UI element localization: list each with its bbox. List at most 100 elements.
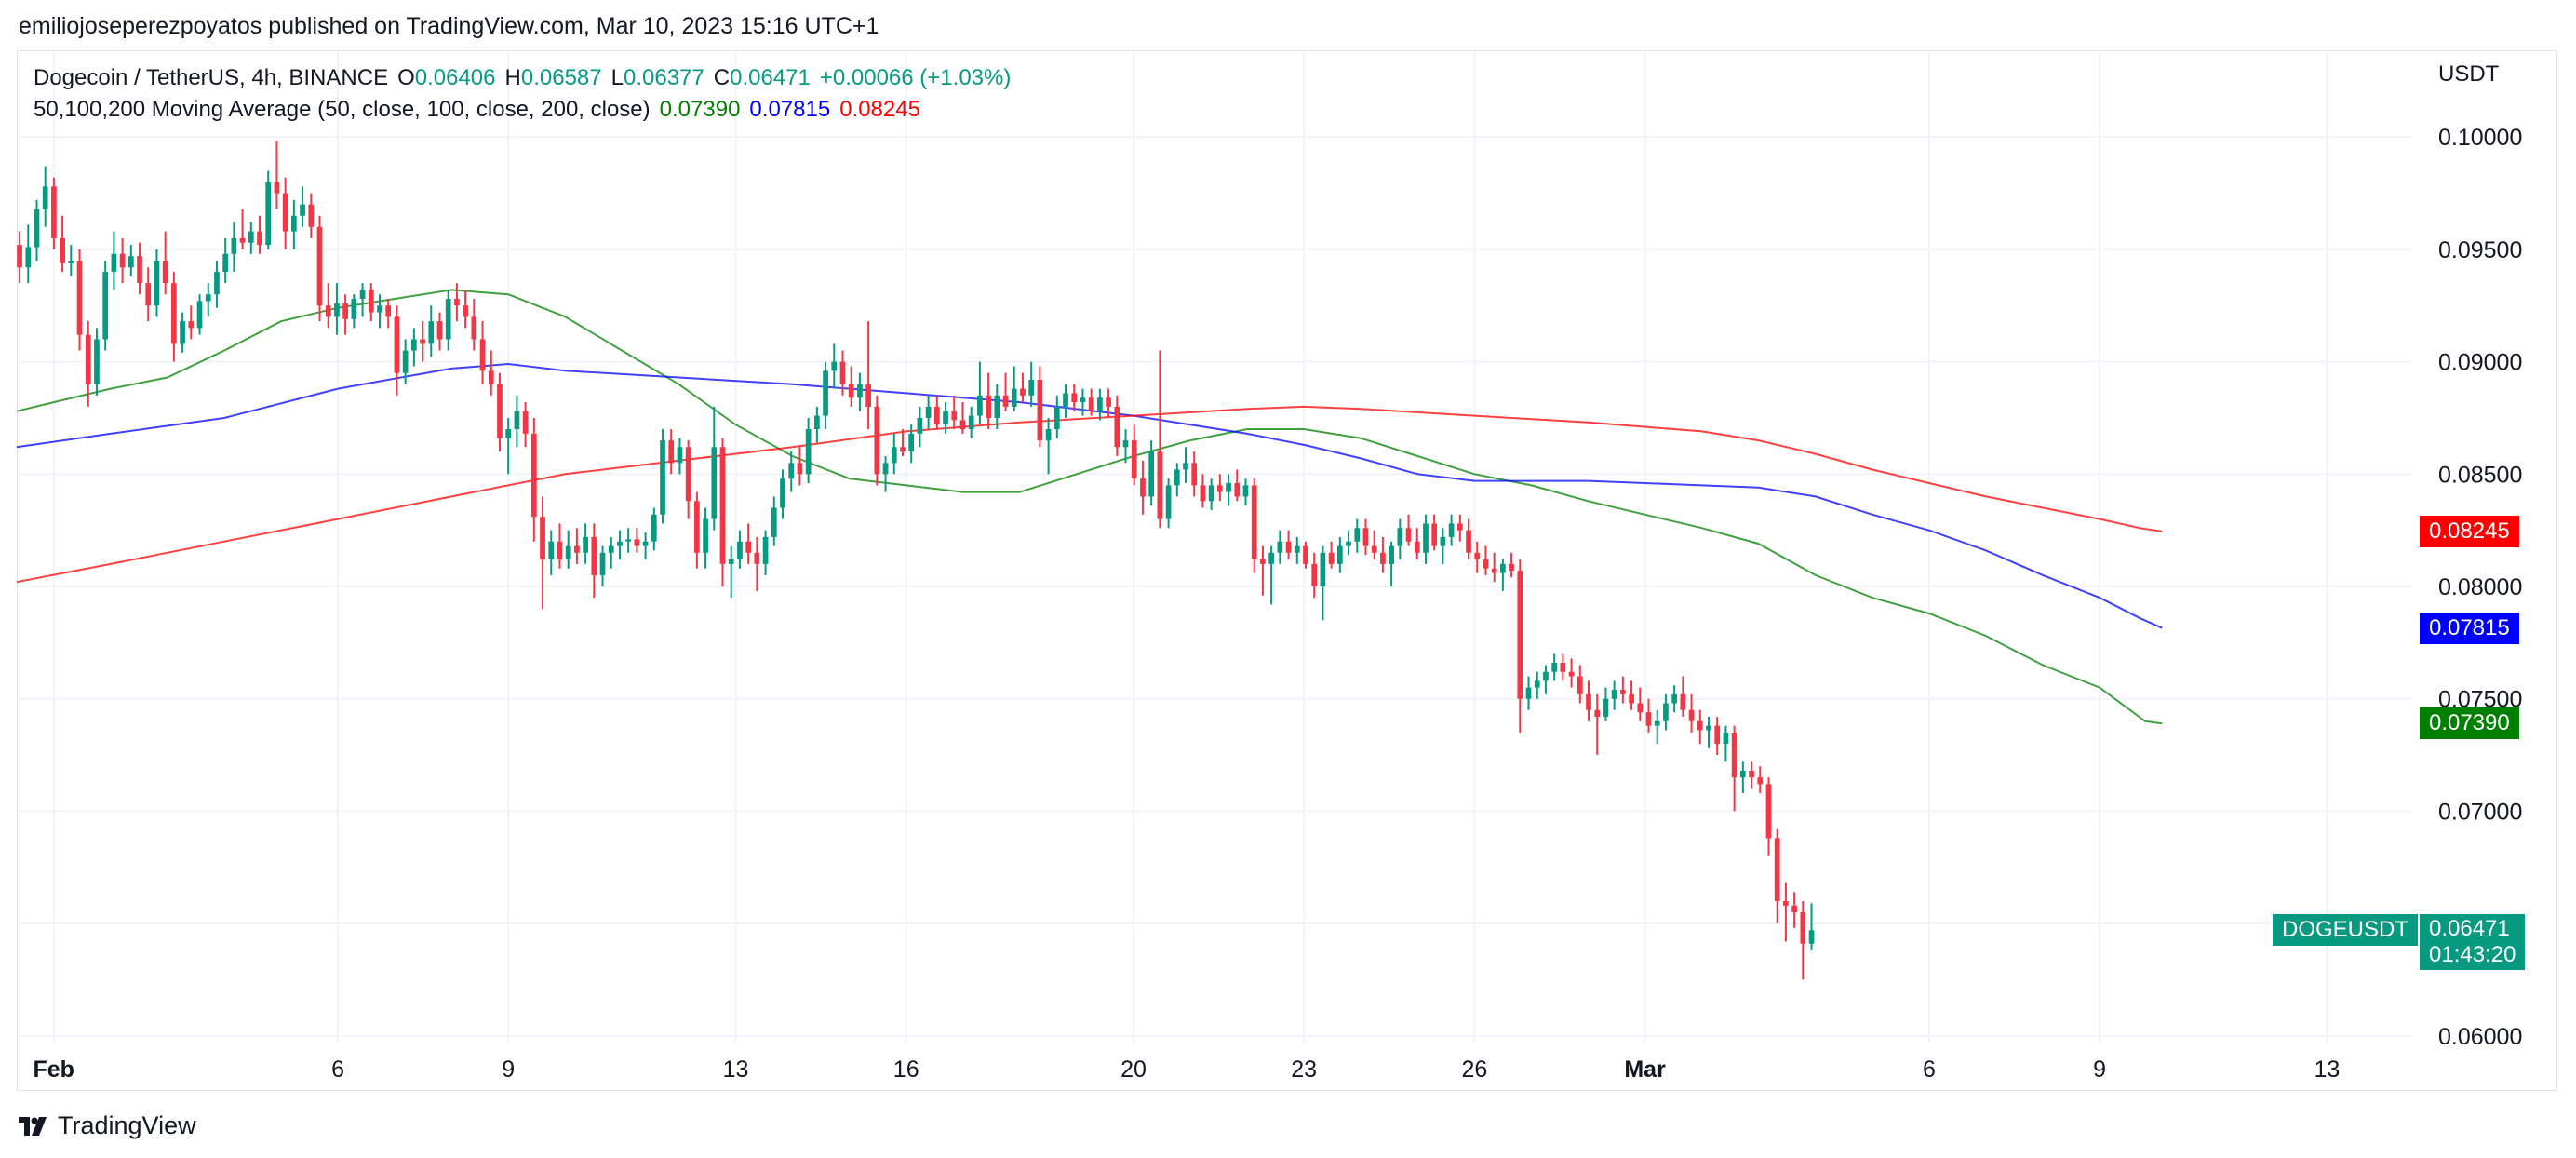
candle-body: [1525, 687, 1532, 699]
candle-body: [951, 411, 958, 421]
candle-body: [445, 299, 451, 340]
candle-body: [1336, 545, 1343, 564]
candle-body: [428, 321, 435, 344]
candle-body: [42, 186, 48, 209]
candle-body: [463, 305, 468, 317]
candle-body: [1071, 393, 1078, 403]
candle-body: [359, 290, 366, 300]
candle-body: [728, 559, 734, 564]
candle-body: [1611, 690, 1617, 699]
time-tick-label: 20: [1120, 1057, 1147, 1083]
candle-body: [959, 420, 966, 430]
candle-body: [925, 406, 932, 418]
candle-body: [282, 193, 288, 232]
candle-body: [1663, 703, 1669, 721]
candle-body: [239, 237, 246, 243]
candle-body: [1191, 463, 1198, 486]
candles: [17, 141, 1815, 980]
candle-body: [882, 463, 889, 475]
candle-body: [1688, 709, 1695, 721]
candle-body: [986, 395, 991, 418]
candle-body: [1739, 770, 1746, 778]
time-tick-label: 26: [1461, 1057, 1487, 1083]
candle-body: [1294, 545, 1300, 553]
candle-body: [1028, 379, 1035, 396]
candle-body: [162, 261, 168, 284]
candle-body: [111, 253, 117, 273]
time-tick-label: 6: [1923, 1057, 1936, 1083]
open-label: O: [397, 65, 415, 90]
candle-body: [479, 339, 486, 371]
candle-body: [530, 433, 537, 518]
candle-body: [1020, 388, 1026, 396]
candle-body: [1354, 528, 1361, 542]
ma-line: [16, 362, 2163, 629]
candle-body: [1620, 690, 1626, 694]
candle-body: [548, 541, 555, 560]
tradingview-logo-icon: [19, 1116, 47, 1136]
candle-body: [1097, 397, 1103, 411]
candle-body: [780, 478, 785, 508]
candle-body: [591, 536, 597, 575]
candle-body: [85, 334, 91, 384]
candle-body: [1456, 523, 1463, 531]
candle-body: [831, 361, 838, 371]
candle-body: [599, 552, 606, 575]
indicator-title[interactable]: 50,100,200 Moving Average (50, close, 10…: [34, 97, 651, 122]
candle-body: [257, 231, 262, 246]
close-label: C: [713, 65, 731, 90]
candle-body: [308, 204, 315, 227]
candle-body: [1311, 563, 1318, 586]
candle-body: [522, 411, 529, 434]
candle-body: [127, 256, 134, 268]
candle-body: [1183, 463, 1188, 470]
candle-body: [1629, 693, 1634, 704]
time-tick-label: 13: [723, 1057, 749, 1083]
candle-body: [1011, 388, 1017, 407]
time-tick-label: Feb: [33, 1057, 74, 1083]
candle-body: [402, 350, 409, 373]
candle-body: [694, 501, 700, 553]
ma100-legend-value: 0.07815: [749, 97, 831, 122]
candle-body: [1680, 693, 1686, 710]
candle-body: [891, 447, 897, 464]
candle-body: [1474, 552, 1481, 560]
candle-body: [420, 339, 425, 344]
candle-body: [711, 447, 718, 519]
candle-body: [171, 283, 177, 344]
candle-body: [1371, 545, 1377, 553]
candle-body: [188, 321, 195, 329]
candle-body: [1509, 563, 1514, 572]
candle-body: [1800, 912, 1806, 944]
candle-body: [137, 256, 142, 284]
candle-body: [1483, 559, 1489, 569]
candle-body: [488, 370, 494, 384]
candle-body: [1637, 703, 1644, 713]
candle-body: [968, 415, 974, 430]
symbol-title[interactable]: Dogecoin / TetherUS, 4h, BINANCE: [34, 65, 389, 90]
candle-body: [1268, 552, 1274, 564]
candle-body: [677, 447, 683, 464]
candle-body: [1277, 541, 1283, 553]
candle-body: [196, 301, 203, 329]
indicator-legend[interactable]: 50,100,200 Moving Average (50, close, 10…: [34, 97, 930, 123]
candle-body: [1423, 523, 1429, 553]
candle-body: [1448, 523, 1455, 537]
candle-body: [1517, 571, 1523, 699]
candle-body: [754, 552, 760, 564]
candle-body: [1645, 712, 1652, 726]
candle-body: [505, 429, 512, 438]
candle-body: [145, 283, 152, 306]
chart-panel[interactable]: [17, 50, 2557, 1091]
candle-body: [1749, 770, 1754, 778]
symbol-legend[interactable]: Dogecoin / TetherUS, 4h, BINANCE O0.06406…: [34, 65, 1020, 91]
candle-body: [1414, 541, 1420, 553]
candle-body: [642, 541, 649, 546]
last-price-value: 0.06471: [2429, 916, 2510, 942]
candle-body: [60, 237, 65, 263]
candle-body: [514, 411, 520, 430]
tradingview-footer[interactable]: TradingView: [19, 1111, 196, 1140]
candle-body: [76, 261, 83, 335]
candle-body: [1706, 725, 1711, 731]
